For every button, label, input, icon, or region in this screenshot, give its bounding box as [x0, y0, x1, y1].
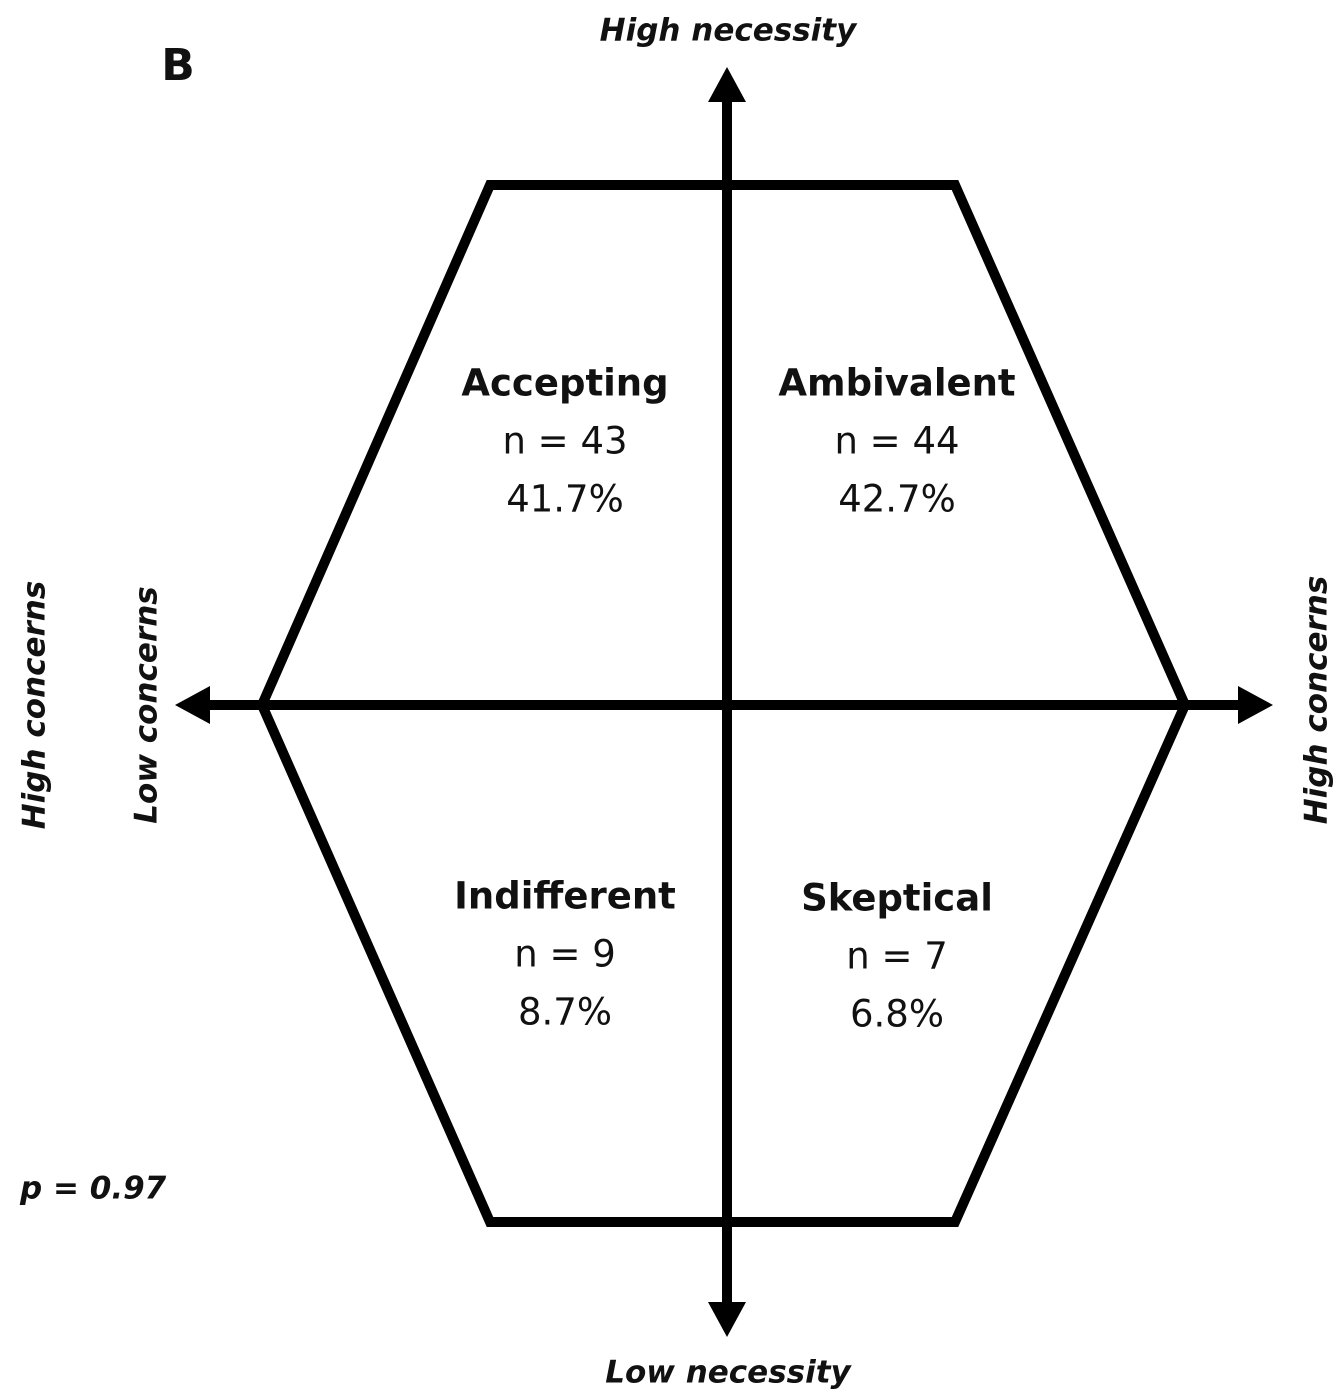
arrow-down	[708, 1302, 746, 1337]
quadrant-percent: 42.7%	[838, 478, 956, 521]
quadrant-n: n = 7	[846, 935, 948, 978]
arrow-right	[1238, 686, 1273, 724]
axis-label: High concerns	[1299, 576, 1335, 825]
quadrant-percent: 41.7%	[506, 478, 624, 521]
axis-label: Low concerns	[129, 586, 165, 823]
axis-label: Low necessity	[605, 1355, 852, 1391]
arrow-left	[175, 686, 210, 724]
arrow-up	[708, 67, 746, 102]
axis-label: High concerns	[17, 581, 53, 830]
quadrant-name: Ambivalent	[778, 362, 1015, 405]
axis-label: High necessity	[600, 13, 858, 49]
panel-label: B	[161, 40, 195, 91]
p-value: p = 0.97	[19, 1171, 167, 1207]
quadrant-n: n = 44	[834, 420, 959, 463]
quadrant-percent: 8.7%	[518, 991, 612, 1034]
quadrant-percent: 6.8%	[850, 993, 944, 1036]
quadrant-name: Indifferent	[454, 875, 676, 918]
quadrant-name: Skeptical	[801, 877, 993, 920]
quadrant-name: Accepting	[461, 362, 668, 405]
quadrant-n: n = 43	[502, 420, 627, 463]
quadrant-n: n = 9	[514, 933, 616, 976]
